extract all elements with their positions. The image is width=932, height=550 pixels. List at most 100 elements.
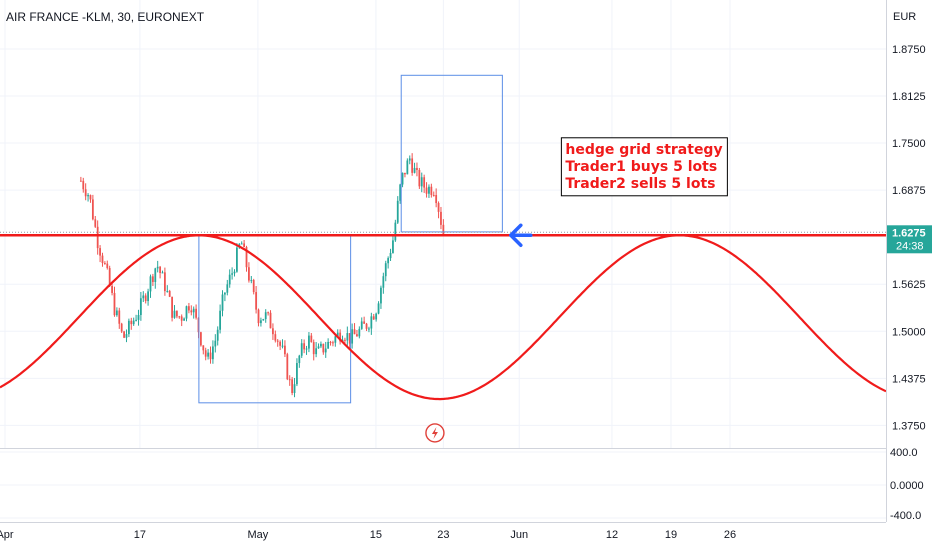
candle-body xyxy=(351,329,354,344)
candle-body xyxy=(298,355,301,364)
candle-body xyxy=(389,252,392,259)
candle-body xyxy=(159,266,161,274)
time-tick-label: 26 xyxy=(724,529,736,541)
candle-body xyxy=(262,319,265,321)
candle-body xyxy=(195,308,197,318)
candle-body xyxy=(358,328,361,337)
candle-body xyxy=(296,363,298,385)
candle-body xyxy=(125,334,128,338)
time-tick-label: 12 xyxy=(606,529,618,541)
candle-body xyxy=(250,280,253,282)
drawing-layer[interactable] xyxy=(0,74,886,443)
candle-body xyxy=(437,203,440,212)
candle-body xyxy=(82,180,85,190)
note-line: Trader1 buys 5 lots xyxy=(565,159,717,175)
candle-body xyxy=(293,384,296,393)
candle-body xyxy=(260,320,262,324)
currency-label: EUR xyxy=(893,11,916,23)
candle-body xyxy=(243,243,246,248)
time-tick-label: Jun xyxy=(510,529,528,541)
candle-body xyxy=(226,284,229,293)
candle-body xyxy=(317,346,320,349)
time-tick-label: May xyxy=(248,529,269,541)
candle-body xyxy=(279,341,282,346)
candle-body xyxy=(312,342,315,355)
candle-body xyxy=(420,177,423,187)
candle-body xyxy=(149,276,152,292)
candle-body xyxy=(132,320,135,325)
candle-body xyxy=(432,195,435,197)
candle-body xyxy=(130,320,133,325)
candle-body xyxy=(396,200,399,223)
candle-body xyxy=(214,340,217,347)
candle-body xyxy=(91,199,94,220)
candle-body xyxy=(404,172,406,175)
candle-body xyxy=(365,323,368,329)
candle-body xyxy=(291,379,294,393)
candle-body xyxy=(103,263,106,265)
left-arrow-icon[interactable] xyxy=(509,223,533,248)
flash-bolt-glyph xyxy=(431,426,438,439)
candle-body xyxy=(84,189,87,197)
candle-body xyxy=(399,184,402,201)
candle-body xyxy=(127,320,130,335)
candle-body xyxy=(212,346,214,360)
sine-wave-curve[interactable] xyxy=(0,234,886,401)
osc-tick-label: 400.0 xyxy=(890,447,918,459)
candle-body xyxy=(113,292,116,316)
candle-body xyxy=(228,274,231,285)
candle-body xyxy=(207,352,210,357)
rectangle-drawing[interactable] xyxy=(198,234,352,404)
candle-body xyxy=(204,350,207,357)
candle-body xyxy=(219,310,222,330)
candle-body xyxy=(202,345,205,351)
candle-body xyxy=(137,315,140,320)
candle-body xyxy=(394,222,397,241)
candle-body xyxy=(192,308,195,313)
candle-body xyxy=(94,219,97,227)
time-tick-label: 17 xyxy=(134,529,146,541)
candle-body xyxy=(118,310,121,324)
candle-body xyxy=(178,316,181,318)
candle-body xyxy=(406,160,409,175)
price-tick-label: 1.5625 xyxy=(892,279,926,291)
price-tick-label: 1.8750 xyxy=(892,44,926,56)
candle-body xyxy=(413,167,416,173)
candle-body xyxy=(274,334,277,341)
candle-body xyxy=(111,285,113,293)
candle-body xyxy=(156,266,159,269)
symbol-title[interactable]: AIR FRANCE -KLM, 30, EURONEXT xyxy=(6,10,205,24)
candle-series xyxy=(79,153,445,398)
candle-body xyxy=(284,345,286,355)
candle-body xyxy=(264,312,267,320)
candle-body xyxy=(142,295,145,299)
note-box[interactable] xyxy=(560,137,728,197)
flash-icon[interactable] xyxy=(425,423,445,443)
candle-body xyxy=(135,319,137,321)
rectangle-drawing[interactable] xyxy=(400,74,503,233)
candle-body xyxy=(370,316,373,329)
candle-body xyxy=(372,316,375,320)
candle-body xyxy=(310,335,313,343)
candle-body xyxy=(353,329,356,335)
candle-body xyxy=(435,195,438,204)
candle-body xyxy=(79,180,82,182)
candle-body xyxy=(363,321,366,324)
candle-body xyxy=(428,186,430,194)
candle-body xyxy=(173,310,176,318)
candle-body xyxy=(221,294,224,311)
time-tick-label: 23 xyxy=(437,529,449,541)
candle-body xyxy=(411,158,414,173)
candle-body xyxy=(257,309,260,324)
candle-body xyxy=(108,268,111,286)
time-tick-label: Apr xyxy=(0,529,14,541)
candle-body xyxy=(408,158,411,161)
candle-body xyxy=(332,342,334,344)
candle-body xyxy=(190,310,193,313)
candle-body xyxy=(144,295,147,302)
